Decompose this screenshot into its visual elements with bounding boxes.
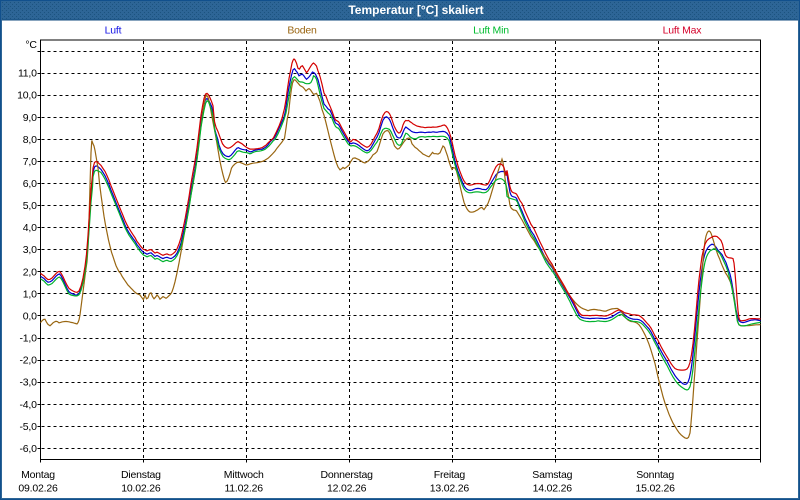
svg-text:Sonntag: Sonntag [636,469,674,481]
svg-text:Freitag: Freitag [434,469,466,481]
svg-text:0,0: 0,0 [23,311,37,323]
svg-text:Boden: Boden [287,25,317,37]
svg-text:Luft Min: Luft Min [473,25,509,37]
svg-text:10.02.26: 10.02.26 [121,483,161,495]
svg-text:-6,0: -6,0 [20,443,38,455]
svg-text:09.02.26: 09.02.26 [18,483,58,495]
svg-text:11.02.26: 11.02.26 [224,483,263,495]
svg-text:9,0: 9,0 [23,112,37,124]
svg-text:Luft Max: Luft Max [663,25,703,37]
svg-text:-5,0: -5,0 [20,421,38,433]
svg-text:15.02.26: 15.02.26 [635,483,675,495]
svg-text:Samstag: Samstag [532,469,572,481]
svg-text:-1,0: -1,0 [20,333,38,345]
svg-text:-4,0: -4,0 [20,399,38,411]
svg-text:Mittwoch: Mittwoch [224,469,264,481]
svg-text:Luft: Luft [105,25,122,37]
svg-text:2,0: 2,0 [23,266,37,278]
svg-text:11,0: 11,0 [18,68,37,80]
svg-text:5,0: 5,0 [23,200,37,212]
svg-text:3,0: 3,0 [23,244,37,256]
svg-text:Montag: Montag [21,469,55,481]
svg-text:°C: °C [25,39,37,51]
svg-text:4,0: 4,0 [23,222,37,234]
svg-text:1,0: 1,0 [23,288,37,300]
svg-text:Temperatur [°C] skaliert: Temperatur [°C] skaliert [348,3,483,17]
svg-text:7,0: 7,0 [23,156,37,168]
svg-text:6,0: 6,0 [23,178,37,190]
svg-text:10,0: 10,0 [17,90,37,102]
svg-text:8,0: 8,0 [23,134,37,146]
svg-text:Dienstag: Dienstag [121,469,161,481]
svg-text:-2,0: -2,0 [20,355,38,367]
svg-text:14.02.26: 14.02.26 [533,483,573,495]
svg-text:13.02.26: 13.02.26 [430,483,470,495]
svg-text:Donnerstag: Donnerstag [320,469,373,481]
svg-text:-3,0: -3,0 [20,377,38,389]
svg-text:12.02.26: 12.02.26 [327,483,367,495]
